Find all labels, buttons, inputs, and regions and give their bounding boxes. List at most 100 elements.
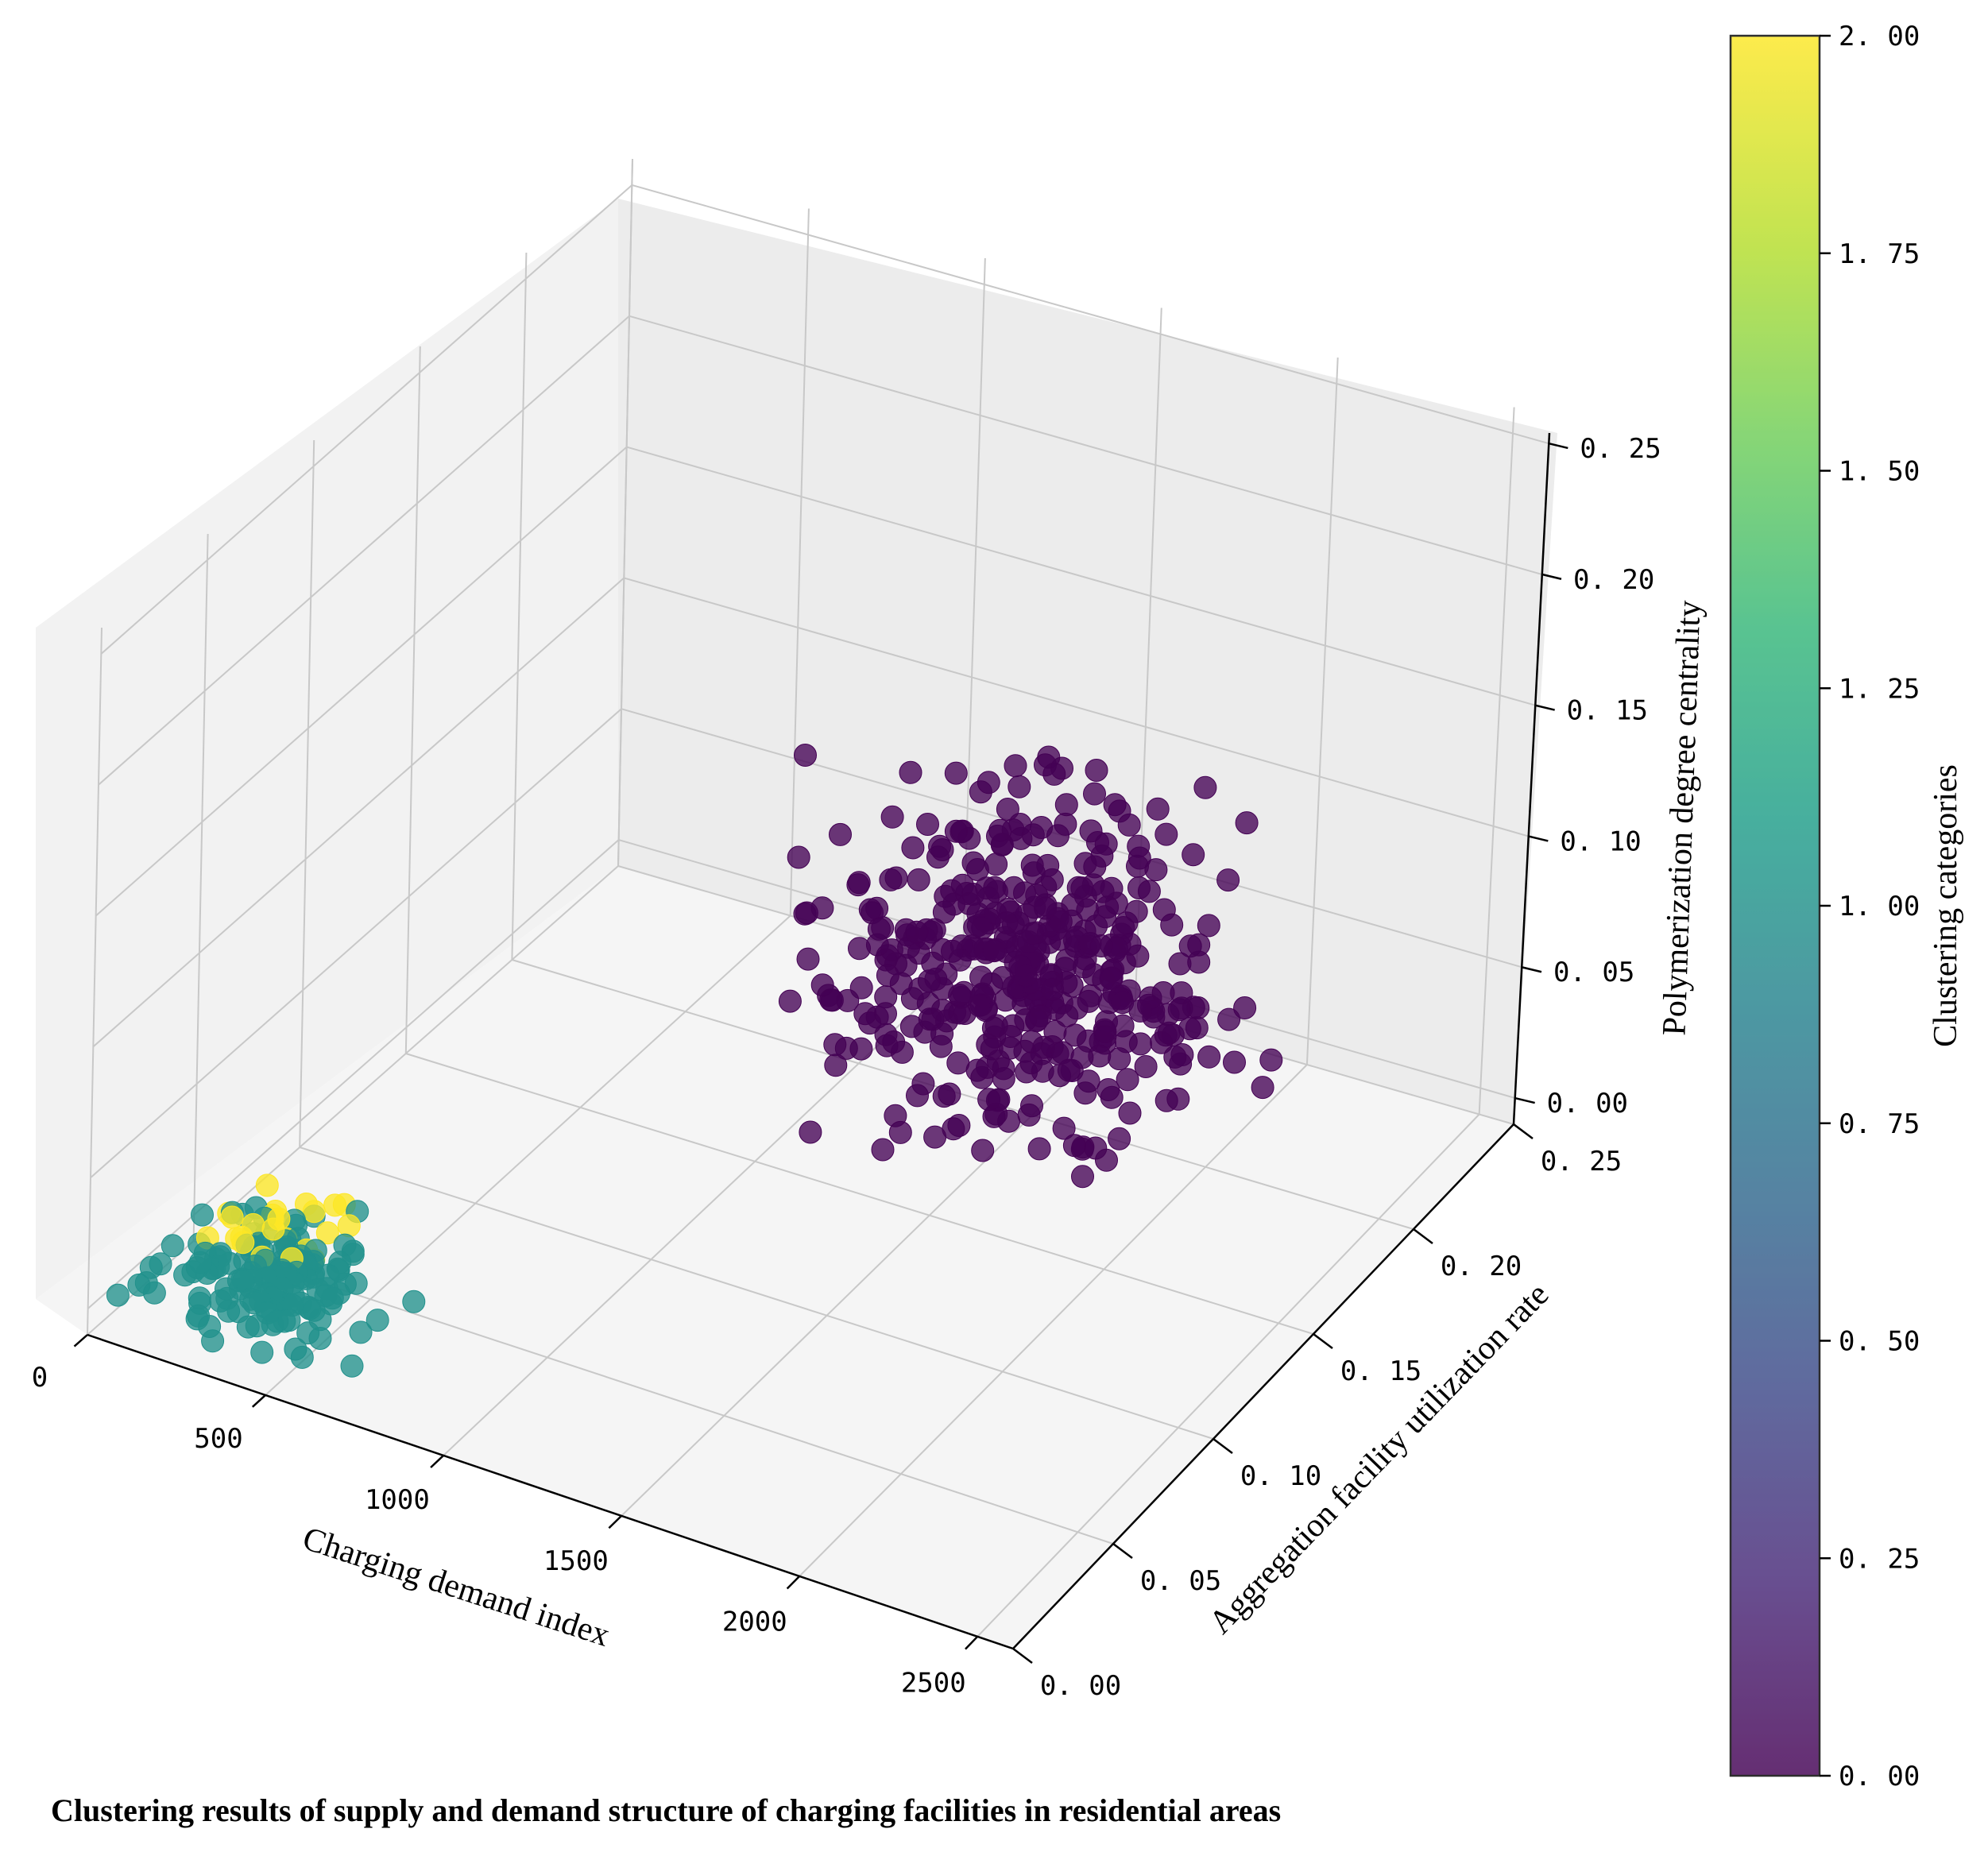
gridline-y-wall bbox=[192, 533, 209, 1242]
colorbar-tick-label: 1. 75 bbox=[1839, 238, 1920, 270]
data-point-cluster-0 bbox=[992, 1067, 1015, 1090]
data-point-cluster-0 bbox=[995, 911, 1019, 934]
y-tick-label: 0. 15 bbox=[1340, 1355, 1421, 1387]
data-point-cluster-0 bbox=[1115, 911, 1139, 935]
colorbar-tick-label: 1. 25 bbox=[1839, 673, 1920, 705]
data-point-cluster-0 bbox=[991, 966, 1015, 989]
data-point-cluster-1 bbox=[161, 1234, 184, 1258]
y-tick-label: 0. 05 bbox=[1140, 1565, 1221, 1597]
data-point-cluster-0 bbox=[899, 760, 922, 784]
gridline-y-floor bbox=[405, 1053, 1314, 1335]
data-point-cluster-0 bbox=[1046, 824, 1069, 848]
colorbar-tick-label: 1. 00 bbox=[1839, 891, 1920, 922]
data-point-cluster-0 bbox=[1178, 1017, 1201, 1041]
data-point-cluster-0 bbox=[1054, 793, 1078, 817]
data-point-cluster-0 bbox=[1008, 775, 1031, 798]
data-point-cluster-0 bbox=[829, 822, 852, 846]
data-point-cluster-0 bbox=[900, 987, 924, 1011]
y-tick bbox=[1413, 1228, 1433, 1244]
data-point-cluster-0 bbox=[1114, 1030, 1138, 1054]
x-tick-label: 1500 bbox=[543, 1545, 609, 1577]
data-point-cluster-0 bbox=[1089, 934, 1113, 957]
data-point-cluster-0 bbox=[944, 819, 968, 843]
data-point-cluster-0 bbox=[971, 1139, 995, 1162]
data-point-cluster-0 bbox=[1223, 1050, 1246, 1074]
data-point-cluster-0 bbox=[1096, 895, 1120, 919]
data-point-cluster-2 bbox=[337, 1214, 361, 1238]
colorbar-tick-label: 2. 00 bbox=[1839, 21, 1920, 52]
data-point-cluster-0 bbox=[1157, 1021, 1181, 1045]
x-tick bbox=[965, 1635, 979, 1650]
colorbar-tick-label: 0. 50 bbox=[1839, 1326, 1920, 1358]
data-point-cluster-0 bbox=[1041, 977, 1065, 1001]
data-point-cluster-0 bbox=[982, 939, 1006, 963]
x-axis-line bbox=[87, 1333, 1014, 1650]
gridline-z-back bbox=[632, 184, 1549, 444]
x-tick bbox=[608, 1514, 622, 1529]
y-tick-label: 0. 10 bbox=[1240, 1460, 1321, 1492]
data-point-cluster-1 bbox=[236, 1315, 260, 1339]
data-point-cluster-0 bbox=[1233, 996, 1257, 1019]
data-point-cluster-0 bbox=[1050, 756, 1073, 780]
data-point-cluster-0 bbox=[880, 805, 904, 829]
tick-labels: 0 500 1000 1500 2000 2500 0. 00 0. 05 0. 10 0. 15… bbox=[32, 433, 1661, 1702]
data-point-cluster-0 bbox=[1093, 1020, 1117, 1043]
data-point-cluster-0 bbox=[1259, 1048, 1283, 1072]
data-point-cluster-0 bbox=[983, 1025, 1007, 1049]
y-axis-line bbox=[1012, 1123, 1514, 1649]
data-point-cluster-0 bbox=[1146, 797, 1170, 821]
data-point-cluster-0 bbox=[1057, 1058, 1081, 1082]
data-point-cluster-0 bbox=[905, 920, 929, 944]
data-point-cluster-0 bbox=[1034, 896, 1058, 920]
data-point-cluster-0 bbox=[1052, 1116, 1076, 1140]
data-point-cluster-0 bbox=[847, 871, 871, 895]
data-point-cluster-1 bbox=[201, 1329, 225, 1353]
data-point-cluster-0 bbox=[1137, 880, 1161, 903]
data-point-cluster-1 bbox=[250, 1340, 274, 1364]
data-point-cluster-0 bbox=[1197, 914, 1220, 938]
data-point-cluster-0 bbox=[1182, 843, 1205, 867]
gridline-y-wall bbox=[404, 346, 421, 1054]
data-point-cluster-0 bbox=[977, 1088, 1001, 1112]
gridline-z-back bbox=[629, 315, 1542, 575]
data-point-cluster-0 bbox=[1062, 1134, 1086, 1158]
data-point-cluster-0 bbox=[971, 916, 995, 940]
colorbar-tick-label: 0. 75 bbox=[1839, 1108, 1920, 1140]
data-point-cluster-0 bbox=[946, 1051, 970, 1075]
gridline-z-left bbox=[100, 184, 632, 655]
z-axis-line bbox=[1512, 432, 1551, 1125]
data-points bbox=[106, 744, 1283, 1378]
data-point-cluster-0 bbox=[888, 1120, 912, 1144]
z-tick-label: 0. 00 bbox=[1547, 1088, 1628, 1119]
data-point-cluster-0 bbox=[796, 947, 820, 971]
data-point-cluster-0 bbox=[1128, 999, 1152, 1023]
data-point-cluster-0 bbox=[1073, 955, 1096, 979]
data-point-cluster-0 bbox=[824, 1054, 848, 1077]
data-point-cluster-0 bbox=[948, 984, 972, 1007]
z-tick bbox=[1514, 1096, 1535, 1104]
gridline-x-floor bbox=[621, 1014, 1135, 1517]
y-tick bbox=[1213, 1438, 1233, 1454]
data-point-cluster-0 bbox=[799, 1120, 822, 1144]
y-tick-label: 0. 20 bbox=[1441, 1251, 1522, 1282]
data-point-cluster-2 bbox=[323, 1193, 347, 1217]
data-point-cluster-0 bbox=[1235, 811, 1259, 835]
data-point-cluster-0 bbox=[1155, 822, 1178, 846]
data-point-cluster-0 bbox=[1116, 1068, 1139, 1092]
data-point-cluster-0 bbox=[1117, 813, 1141, 837]
data-point-cluster-0 bbox=[1251, 1076, 1274, 1100]
colorbar-tick-labels: 0. 00 0. 25 0. 50 0. 75 1. 00 1. 25 1. 50 1. 75… bbox=[1839, 21, 1920, 1792]
gridline-z-left bbox=[92, 577, 625, 1048]
data-point-cluster-0 bbox=[1083, 782, 1106, 806]
data-point-cluster-0 bbox=[1103, 793, 1127, 817]
data-point-cluster-0 bbox=[795, 901, 818, 925]
data-point-cluster-1 bbox=[290, 1345, 314, 1369]
gridline-z-left bbox=[95, 446, 628, 917]
data-point-cluster-0 bbox=[1134, 1055, 1158, 1078]
z-tick bbox=[1521, 966, 1542, 973]
data-point-cluster-0 bbox=[996, 798, 1019, 821]
data-point-cluster-0 bbox=[876, 964, 899, 988]
data-point-cluster-0 bbox=[1100, 1085, 1124, 1109]
